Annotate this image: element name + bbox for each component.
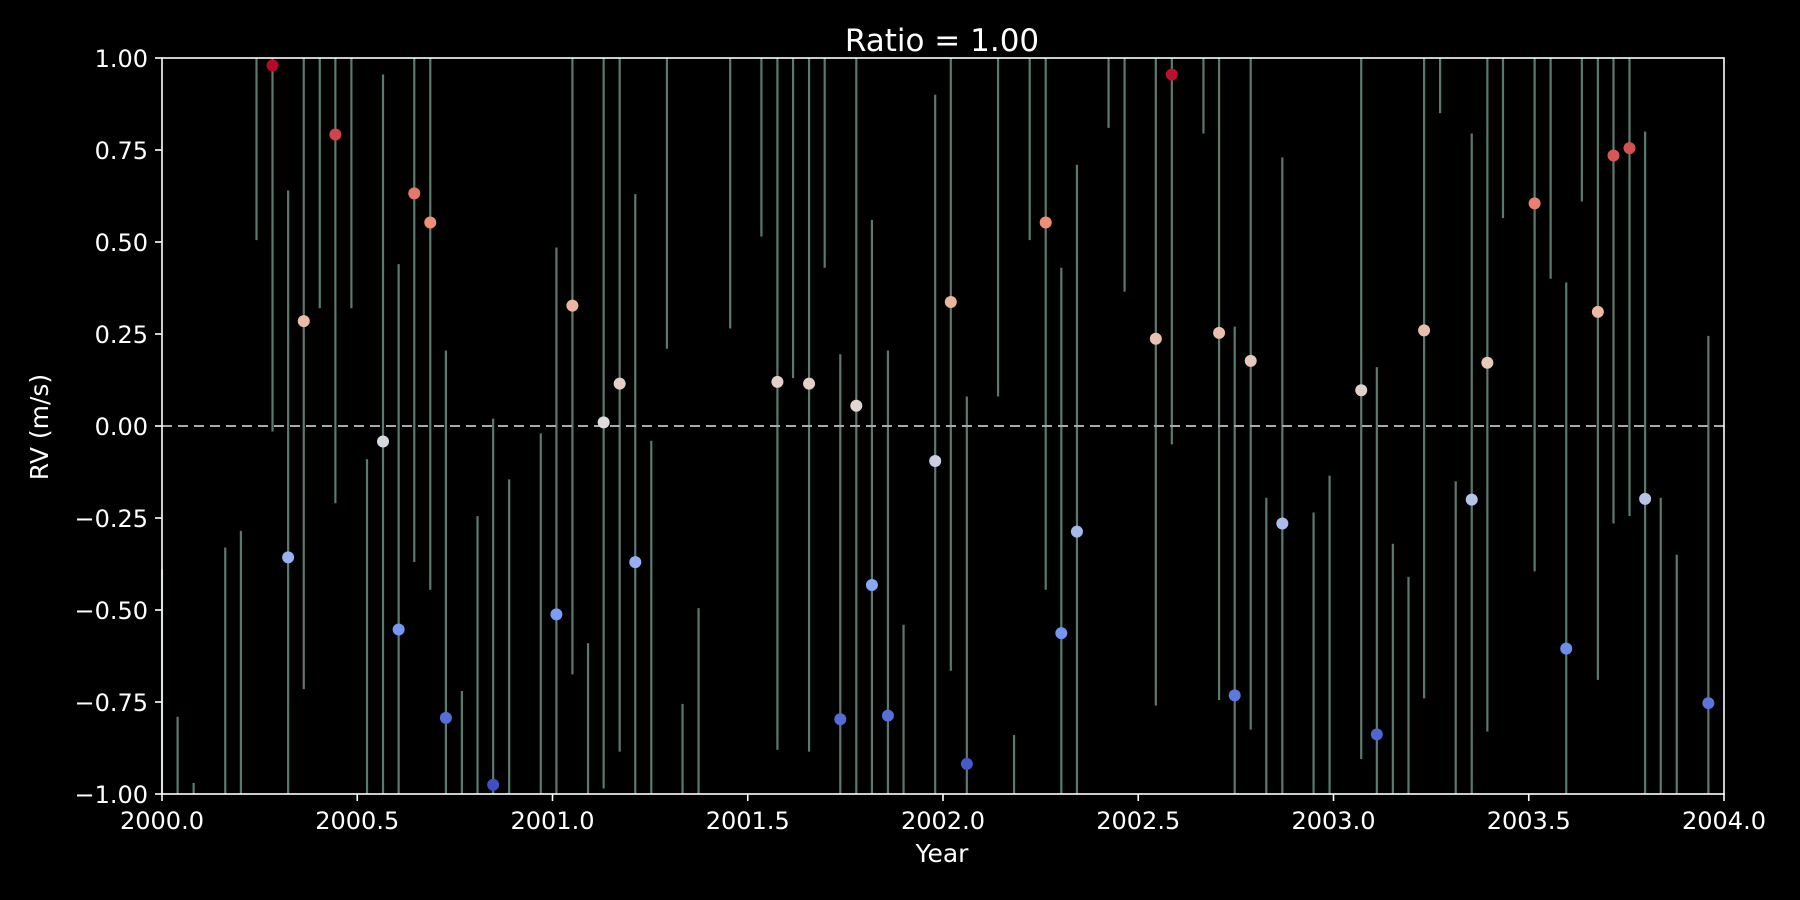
data-point bbox=[1418, 324, 1431, 337]
x-tick-label: 2001.5 bbox=[706, 807, 790, 835]
x-tick-label: 2002.0 bbox=[901, 807, 985, 835]
errorbar-group bbox=[160, 58, 1710, 794]
y-tick-label: 0.50 bbox=[95, 229, 148, 257]
data-point bbox=[408, 187, 421, 200]
data-point bbox=[487, 778, 500, 791]
data-point bbox=[803, 377, 816, 390]
data-point bbox=[881, 709, 894, 722]
data-point bbox=[266, 59, 279, 72]
data-point bbox=[1560, 642, 1573, 655]
chart-title: Ratio = 1.00 bbox=[845, 23, 1039, 59]
data-point bbox=[1213, 326, 1226, 339]
data-point bbox=[392, 623, 405, 636]
data-point bbox=[865, 578, 878, 591]
y-tick-label: 1.00 bbox=[95, 45, 148, 73]
data-point bbox=[960, 757, 973, 770]
data-point bbox=[771, 375, 784, 388]
data-point bbox=[597, 416, 610, 429]
x-tick-label: 2003.5 bbox=[1487, 807, 1571, 835]
data-point bbox=[944, 295, 957, 308]
y-tick-label: 0.25 bbox=[95, 321, 148, 349]
data-point bbox=[1591, 305, 1604, 318]
data-point bbox=[1623, 142, 1636, 155]
data-point bbox=[1039, 216, 1052, 229]
y-tick-label: 0.75 bbox=[95, 137, 148, 165]
y-tick-label: −0.50 bbox=[74, 597, 148, 625]
x-tick-label: 2000.0 bbox=[120, 807, 204, 835]
data-point bbox=[550, 608, 563, 621]
data-point bbox=[424, 216, 437, 229]
data-point bbox=[1607, 149, 1620, 162]
data-point bbox=[1528, 197, 1541, 210]
data-point bbox=[329, 128, 342, 141]
y-tick-label: 0.00 bbox=[95, 413, 148, 441]
x-axis-ticks: 2000.0 2000.5 2001.0 2001.5 2002.0 2002.5 2003… bbox=[120, 794, 1766, 835]
data-point bbox=[1149, 332, 1162, 345]
x-tick-label: 2002.5 bbox=[1096, 807, 1180, 835]
x-axis-label: Year bbox=[915, 839, 970, 868]
y-axis-label: RV (m/s) bbox=[25, 374, 54, 480]
data-point bbox=[1702, 697, 1715, 710]
x-tick-label: 2004.0 bbox=[1682, 807, 1766, 835]
data-point bbox=[1276, 517, 1289, 530]
data-point bbox=[1244, 354, 1257, 367]
data-point bbox=[1228, 689, 1241, 702]
data-point bbox=[1481, 356, 1494, 369]
data-point bbox=[297, 315, 310, 328]
data-point bbox=[1055, 627, 1068, 640]
data-point bbox=[1355, 384, 1368, 397]
data-point bbox=[282, 551, 295, 564]
data-point bbox=[1639, 492, 1652, 505]
data-point bbox=[1370, 728, 1383, 741]
data-point bbox=[1165, 68, 1178, 81]
data-point bbox=[834, 713, 847, 726]
y-axis-ticks: −1.00 −0.75 −0.50 −0.25 0.00 0.25 0.50 0.75 1.00 bbox=[74, 45, 162, 809]
data-point bbox=[629, 556, 642, 569]
y-tick-label: −1.00 bbox=[74, 781, 148, 809]
data-point bbox=[1465, 493, 1478, 506]
x-tick-label: 2003.0 bbox=[1292, 807, 1376, 835]
data-point bbox=[377, 435, 390, 448]
data-point bbox=[566, 299, 579, 312]
data-point bbox=[1070, 525, 1083, 538]
data-point bbox=[613, 377, 626, 390]
data-point bbox=[929, 454, 942, 467]
data-point-group bbox=[266, 59, 1715, 791]
x-tick-label: 2001.0 bbox=[511, 807, 595, 835]
x-tick-label: 2000.5 bbox=[315, 807, 399, 835]
y-tick-label: −0.75 bbox=[74, 689, 148, 717]
data-point bbox=[439, 711, 452, 724]
data-point bbox=[850, 399, 863, 412]
y-tick-label: −0.25 bbox=[74, 505, 148, 533]
